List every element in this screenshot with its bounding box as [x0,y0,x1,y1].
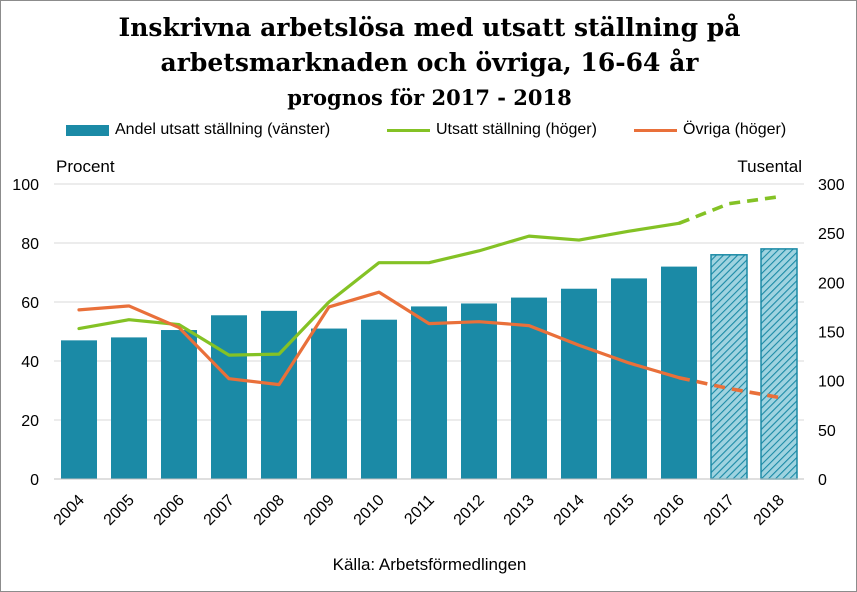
y-right-tick-label: 50 [818,423,836,440]
x-tick-label: 2005 [101,492,138,529]
x-tick-label: 2008 [251,492,288,529]
x-tick-label: 2010 [351,492,388,529]
y-right-tick-label: 200 [818,275,845,292]
x-tick-label: 2015 [601,492,638,529]
x-tick-label: 2004 [51,492,88,529]
legend-label-ovriga: Övriga (höger) [683,121,787,138]
x-tick-label: 2012 [451,492,488,529]
bar-forecast [760,248,798,480]
y-left-tick-label: 40 [21,354,39,371]
bar [411,306,447,479]
bar [561,288,597,479]
y-right-tick-label: 100 [818,374,845,391]
bar [461,303,497,479]
y-left-tick-label: 80 [21,236,39,253]
bar [161,330,197,479]
right-axis-unit: Tusental [737,157,802,176]
x-tick-label: 2009 [301,492,338,529]
x-tick-label: 2011 [401,492,437,528]
legend-item-ovriga: Övriga (höger) [634,118,786,142]
y-right-tick-label: 250 [818,226,845,243]
bars [61,248,798,480]
legend-item-utsatt: Utsatt ställning (höger) [387,118,597,142]
chart-title-line-1: Inskrivna arbetslösa med utsatt ställnin… [118,13,741,42]
y-left-tick-label: 60 [21,295,39,312]
y-left-tick-label: 100 [12,177,39,194]
series-line-utsatt [77,221,681,357]
x-tick-label: 2013 [501,492,538,529]
bar [111,337,147,479]
y-left-tick-label: 0 [30,472,39,489]
chart-subtitle: prognos för 2017 - 2018 [287,85,572,110]
bar [611,278,647,479]
x-tick-label: 2017 [701,492,738,529]
source-note: Källa: Arbetsförmedlingen [332,555,527,574]
left-axis-unit: Procent [56,157,115,176]
x-tick-label: 2007 [201,492,238,529]
y-right-tick-label: 300 [818,177,845,194]
bar-forecast [710,254,748,480]
bar [311,328,347,479]
y-left-tick-label: 20 [21,413,39,430]
series-line-ovriga [77,290,681,387]
bar [361,319,397,479]
bar [211,315,247,479]
legend-label-utsatt: Utsatt ställning (höger) [436,121,597,138]
chart-title-line-2: arbetsmarknaden och övriga, 16-64 år [160,48,699,77]
x-tick-label: 2006 [151,492,188,529]
bar [511,297,547,479]
legend-swatch-ovriga [634,128,677,132]
x-tick-label: 2014 [551,492,588,529]
legend-item-bar: Andel utsatt ställning (vänster) [66,118,330,142]
y-right-tick-label: 0 [818,472,827,489]
bar [261,310,297,479]
legend-swatch-bar [66,124,109,136]
x-tick-label: 2018 [751,492,788,529]
legend-swatch-utsatt [387,128,430,132]
legend-label-bar: Andel utsatt ställning (vänster) [115,121,331,138]
series-line-forecast-utsatt [678,195,780,226]
bar [61,340,97,479]
y-right-tick-label: 150 [818,325,845,342]
lines [77,195,780,400]
legend: Andel utsatt ställning (vänster) Utsatt … [1,118,856,142]
x-tick-label: 2016 [651,492,688,529]
